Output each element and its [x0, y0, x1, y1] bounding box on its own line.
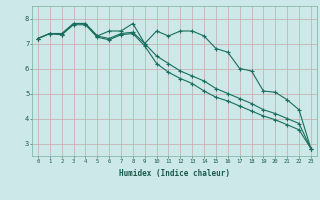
X-axis label: Humidex (Indice chaleur): Humidex (Indice chaleur)	[119, 169, 230, 178]
